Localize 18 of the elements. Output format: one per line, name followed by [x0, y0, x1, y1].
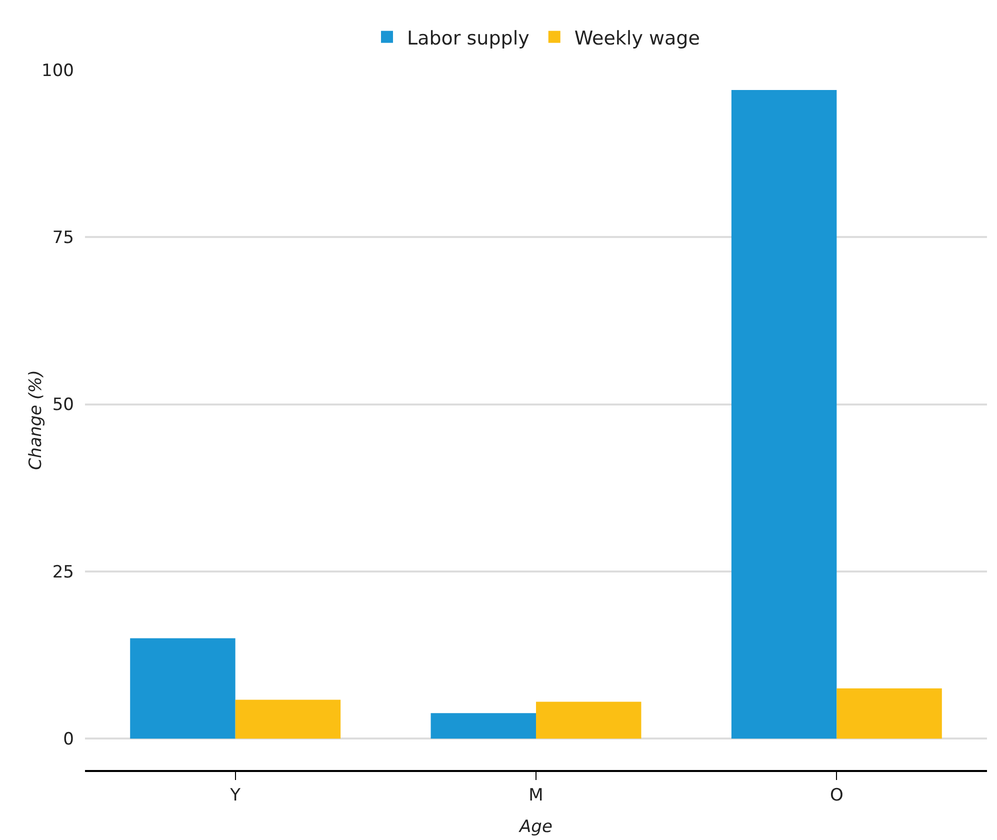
x-tick-label: M — [528, 785, 544, 806]
bar — [536, 702, 642, 739]
bar — [731, 90, 837, 739]
legend-label: Weekly wage — [574, 27, 700, 50]
x-axis-title: Age — [518, 817, 552, 837]
x-tick-label: O — [830, 785, 844, 806]
bar — [430, 713, 536, 739]
legend-label: Labor supply — [407, 27, 530, 50]
y-tick-label: 100 — [42, 60, 74, 81]
y-tick-label: 25 — [52, 562, 74, 582]
bar — [235, 700, 341, 739]
y-tick-label: 0 — [63, 730, 74, 750]
x-tick-label: Y — [229, 785, 242, 806]
y-axis-title: Change (%) — [26, 370, 46, 470]
y-tick-label: 50 — [52, 395, 74, 416]
bar — [836, 688, 942, 739]
bar — [130, 638, 236, 739]
y-tick-label: 75 — [52, 228, 74, 248]
